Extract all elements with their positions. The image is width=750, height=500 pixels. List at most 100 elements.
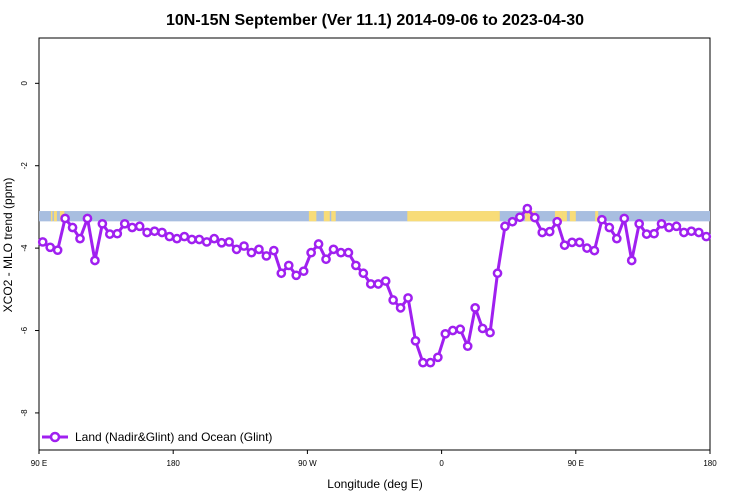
y-tick-label: -4 [20,244,29,252]
data-point [693,227,704,238]
data-point [529,212,540,223]
data-point [433,352,443,363]
land-band-span [323,211,330,222]
plot-area [38,37,711,451]
data-point [321,254,331,265]
data-point [507,216,518,227]
data-point [201,237,212,247]
data-point [641,229,652,239]
data-point [142,227,152,238]
data-point [559,240,570,251]
x-tick-label: 180 [167,459,181,468]
x-tick-label: 0 [439,459,444,468]
land-band-span [595,211,599,222]
data-point [664,222,674,233]
series-layer [37,203,712,368]
data-point [313,239,324,249]
data-point [45,242,56,253]
data-point [686,226,697,237]
ocean-band [39,211,710,222]
data-point [164,231,175,242]
axes: 90 E 180 90 W 0 90 E 180 0 -2 -4 -6 -8 [20,81,717,468]
data-point [306,247,316,258]
data-point [194,234,205,245]
data-point [269,245,279,256]
legend-label: Land (Nadir&Glint) and Ocean (Glint) [75,430,272,444]
data-point [134,221,145,232]
x-tick-label: 180 [703,459,717,468]
data-point [82,213,93,224]
data-point [679,227,689,238]
data-point [112,228,123,239]
data-point [544,226,555,237]
data-point [701,231,712,242]
data-point [537,227,548,238]
data-point [500,221,510,232]
data-point [611,233,622,244]
data-point [589,245,600,256]
chart-title: 10N-15N September (Ver 11.1) 2014-09-06 … [166,12,584,29]
data-point [418,357,428,368]
x-tick-label: 90 E [31,459,47,468]
data-point [522,203,533,214]
data-point [477,323,488,334]
data-point [485,327,495,338]
data-point [276,268,287,279]
y-tick-label: 0 [20,81,29,86]
data-point [239,241,249,251]
data-point [328,244,339,255]
data-point [552,216,563,227]
data-point [380,276,391,286]
data-point [97,218,108,229]
data-point [395,303,406,313]
land-band-span [407,211,500,222]
data-point [462,341,473,352]
y-tick-label: -2 [20,162,29,170]
data-point [291,270,302,281]
data-point [365,279,376,289]
y-axis-label: XCO2 - MLO trend (ppm) [1,178,15,313]
data-point [104,229,115,239]
data-point [60,213,70,224]
surface-band [39,211,710,222]
data-point [179,231,190,242]
data-point [37,237,48,247]
land-band-span [53,211,57,222]
data-point [455,324,466,335]
data-point [224,237,234,247]
x-tick-label: 90 E [568,459,584,468]
data-point [254,244,264,255]
data-point [149,226,160,237]
legend: Land (Nadir&Glint) and Ocean (Glint) [42,430,272,444]
y-tick-label: -8 [20,409,29,417]
land-band-span [308,211,317,222]
land-band-span [331,211,336,222]
x-axis-label: Longitude (deg E) [327,477,422,491]
data-point [649,228,659,239]
data-point [567,237,577,248]
data-point [298,266,309,277]
data-point [231,244,242,255]
data-point [582,243,592,253]
data-point [634,218,645,229]
data-point [671,221,682,232]
data-point [172,233,182,244]
land-band-span [50,211,53,222]
data-point [492,268,503,279]
data-point [209,233,220,244]
data-point [470,303,480,313]
data-point [75,233,85,244]
data-point [157,227,167,238]
data-point [216,237,227,248]
data-point [604,222,615,233]
data-point [447,325,458,336]
data-point [119,218,130,229]
data-point [358,268,369,279]
land-band-span [569,211,576,222]
data-point [127,222,138,233]
data-point [373,279,384,289]
data-point [597,214,607,225]
data-point [425,357,436,368]
data-point [410,335,421,346]
data-point [186,234,197,245]
